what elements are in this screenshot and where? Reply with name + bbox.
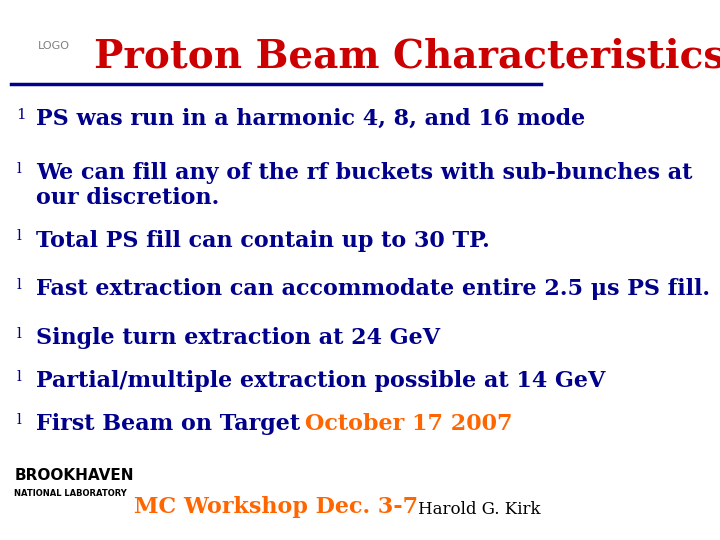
Text: Total PS fill can contain up to 30 TP.: Total PS fill can contain up to 30 TP.	[36, 230, 490, 252]
Text: PS was run in a harmonic 4, 8, and 16 mode: PS was run in a harmonic 4, 8, and 16 mo…	[36, 108, 585, 130]
Text: MC Workshop Dec. 3-7: MC Workshop Dec. 3-7	[134, 496, 418, 518]
Text: LOGO: LOGO	[38, 41, 70, 51]
Text: BROOKHAVEN: BROOKHAVEN	[14, 468, 134, 483]
Text: 1: 1	[17, 108, 27, 122]
Text: October 17 2007: October 17 2007	[305, 413, 512, 435]
Text: Proton Beam Characteristics: Proton Beam Characteristics	[94, 38, 720, 76]
Text: l: l	[17, 327, 22, 341]
Text: Partial/multiple extraction possible at 14 GeV: Partial/multiple extraction possible at …	[36, 370, 606, 392]
Text: First Beam on Target: First Beam on Target	[36, 413, 307, 435]
Text: l: l	[17, 278, 22, 292]
Text: l: l	[17, 162, 22, 176]
Text: l: l	[17, 413, 22, 427]
Text: l: l	[17, 370, 22, 384]
Text: Single turn extraction at 24 GeV: Single turn extraction at 24 GeV	[36, 327, 440, 349]
Text: We can fill any of the rf buckets with sub-bunches at
our discretion.: We can fill any of the rf buckets with s…	[36, 162, 692, 210]
Text: Fast extraction can accommodate entire 2.5 μs PS fill.: Fast extraction can accommodate entire 2…	[36, 278, 710, 300]
Text: Harold G. Kirk: Harold G. Kirk	[418, 502, 541, 518]
Text: l: l	[17, 230, 22, 244]
Text: NATIONAL LABORATORY: NATIONAL LABORATORY	[14, 489, 127, 498]
